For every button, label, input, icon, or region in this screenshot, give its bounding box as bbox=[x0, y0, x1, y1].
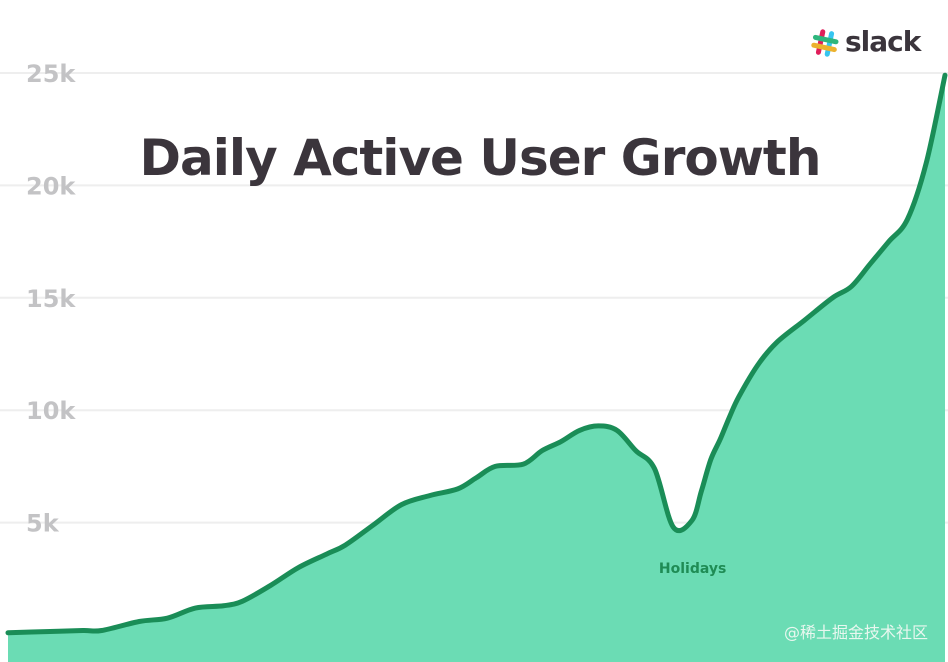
series-line bbox=[5, 72, 948, 636]
area-series bbox=[5, 72, 948, 662]
y-tick-label: 5k bbox=[26, 510, 60, 538]
slack-logo: slack bbox=[811, 25, 924, 58]
watermark: @稀土掘金技术社区 bbox=[784, 623, 928, 642]
y-tick-label: 25k bbox=[26, 60, 76, 88]
annotation-label: Holidays bbox=[659, 561, 726, 577]
y-tick-label: 15k bbox=[26, 285, 76, 313]
slack-hash-icon bbox=[811, 29, 839, 57]
slack-wordmark: slack bbox=[845, 25, 923, 58]
y-tick-label: 20k bbox=[26, 172, 76, 200]
area-fill bbox=[8, 75, 945, 662]
y-axis-ticks: 5k 10k 15k 20k 25k bbox=[26, 60, 76, 538]
chart-title: Daily Active User Growth bbox=[140, 129, 821, 187]
annotations: Holidays bbox=[659, 561, 726, 577]
y-tick-label: 10k bbox=[26, 397, 76, 425]
